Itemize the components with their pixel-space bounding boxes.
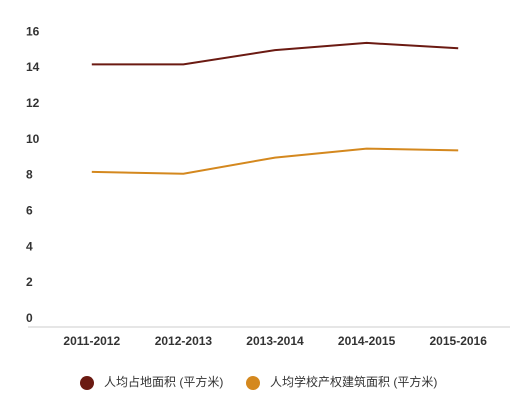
x-tick-label: 2014-2015 [338, 334, 396, 348]
legend-label: 人均学校产权建筑面积 (平方米) [270, 374, 437, 389]
legend-marker [80, 376, 94, 390]
y-tick-label: 2 [26, 275, 33, 289]
line [91, 147, 459, 175]
y-tick-label: 8 [26, 168, 33, 182]
x-tick-label: 2015-2016 [430, 334, 488, 348]
y-tick-label: 0 [26, 311, 33, 325]
y-tick-label: 10 [26, 132, 40, 146]
x-tick-label: 2013-2014 [246, 334, 304, 348]
line [91, 41, 459, 66]
y-tick-label: 12 [26, 96, 40, 110]
y-tick-label: 16 [26, 24, 40, 38]
legend-label: 人均占地面积 (平方米) [104, 374, 223, 389]
y-tick-label: 14 [26, 60, 40, 74]
y-tick-label: 6 [26, 204, 33, 218]
legend-marker [246, 376, 260, 390]
x-tick-label: 2011-2012 [63, 334, 120, 348]
y-tick-label: 4 [26, 239, 33, 253]
x-tick-label: 2012-2013 [155, 334, 213, 348]
